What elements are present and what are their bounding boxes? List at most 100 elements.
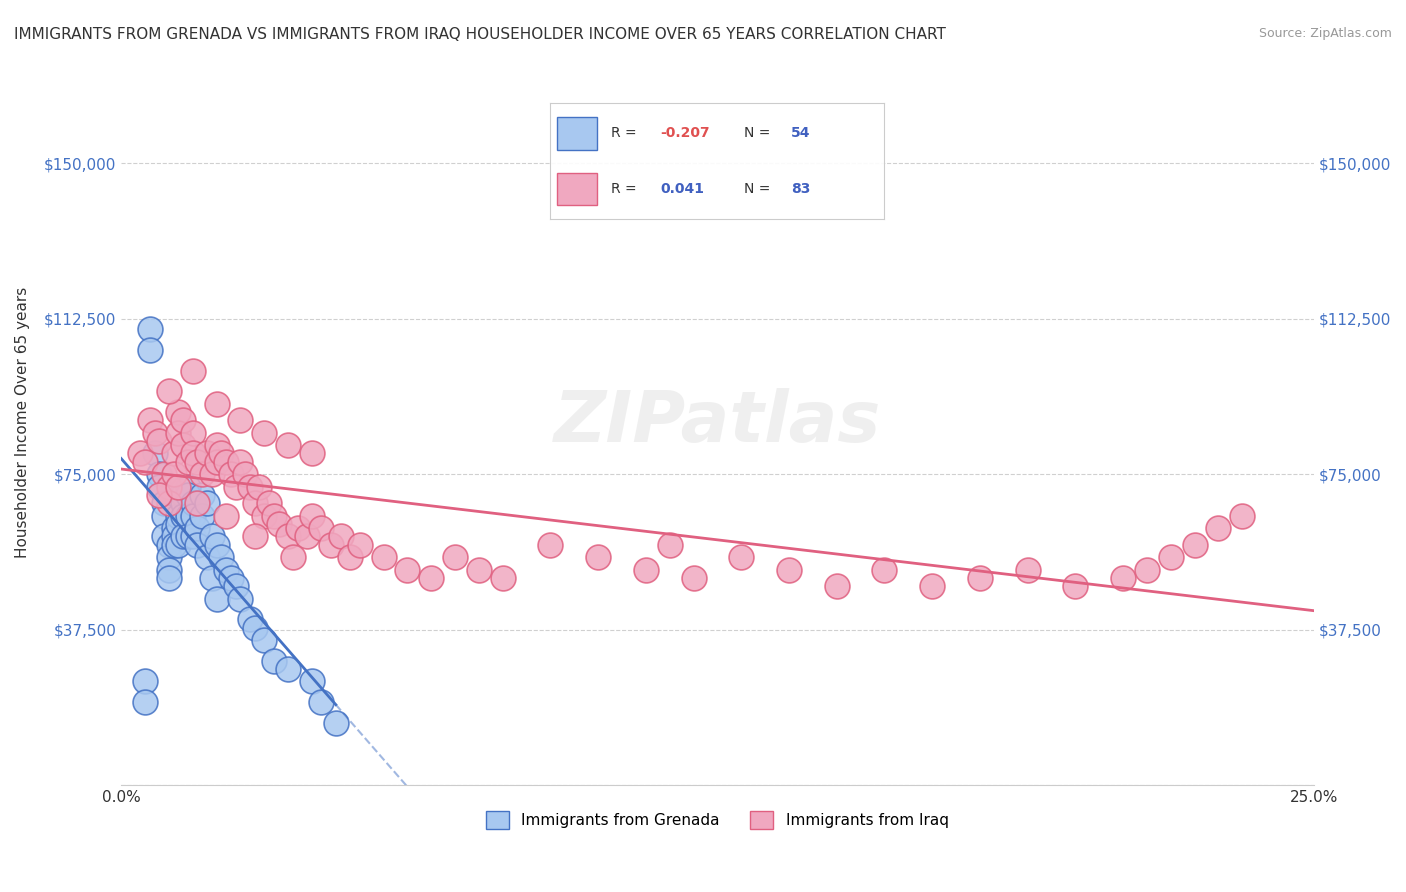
Point [153, 508, 176, 523]
Point [267, 516, 290, 531]
Point [239, 480, 262, 494]
Point [134, 674, 156, 689]
Point [263, 508, 285, 523]
Point [225, 480, 247, 494]
Point [143, 425, 166, 440]
Point [1160, 550, 1182, 565]
Point [181, 446, 204, 460]
Point [277, 529, 299, 543]
Point [209, 446, 232, 460]
Point [157, 550, 180, 565]
Point [253, 632, 276, 647]
Point [778, 562, 800, 576]
Point [257, 496, 280, 510]
Point [167, 480, 190, 494]
Point [153, 529, 176, 543]
Point [167, 425, 190, 440]
Point [191, 488, 214, 502]
Point [295, 529, 318, 543]
Point [921, 579, 943, 593]
Point [219, 571, 242, 585]
Point [177, 488, 200, 502]
Point [301, 446, 323, 460]
Point [301, 674, 323, 689]
Point [243, 529, 266, 543]
Text: ZIPatlas: ZIPatlas [554, 388, 882, 457]
Point [444, 550, 467, 565]
Point [148, 488, 170, 502]
Point [325, 715, 347, 730]
Point [1208, 521, 1230, 535]
Point [167, 508, 190, 523]
Point [162, 538, 184, 552]
Point [634, 562, 657, 576]
Point [129, 446, 152, 460]
Point [148, 480, 170, 494]
Point [186, 521, 208, 535]
Point [157, 562, 180, 576]
Point [209, 550, 232, 565]
Point [157, 384, 180, 399]
Point [396, 562, 419, 576]
Point [287, 521, 309, 535]
Point [157, 538, 180, 552]
Point [219, 467, 242, 482]
Point [1184, 538, 1206, 552]
Point [1136, 562, 1159, 576]
Point [229, 591, 252, 606]
Point [233, 467, 256, 482]
Point [586, 550, 609, 565]
Point [229, 455, 252, 469]
Point [157, 571, 180, 585]
Point [201, 571, 224, 585]
Point [162, 521, 184, 535]
Point [177, 508, 200, 523]
Point [195, 496, 218, 510]
Point [205, 438, 228, 452]
Point [492, 571, 515, 585]
Point [186, 538, 208, 552]
Point [177, 529, 200, 543]
Point [162, 529, 184, 543]
Point [468, 562, 491, 576]
Point [281, 550, 304, 565]
Point [969, 571, 991, 585]
Point [172, 508, 194, 523]
Point [167, 405, 190, 419]
Point [148, 467, 170, 482]
Point [225, 579, 247, 593]
Point [172, 496, 194, 510]
Text: IMMIGRANTS FROM GRENADA VS IMMIGRANTS FROM IRAQ HOUSEHOLDER INCOME OVER 65 YEARS: IMMIGRANTS FROM GRENADA VS IMMIGRANTS FR… [14, 27, 946, 42]
Point [201, 529, 224, 543]
Point [181, 496, 204, 510]
Point [177, 455, 200, 469]
Point [181, 363, 204, 377]
Point [1232, 508, 1254, 523]
Point [181, 529, 204, 543]
Point [205, 538, 228, 552]
Point [277, 438, 299, 452]
Point [215, 508, 238, 523]
Point [301, 508, 323, 523]
Point [263, 654, 285, 668]
Point [730, 550, 752, 565]
Point [139, 322, 162, 336]
Point [420, 571, 443, 585]
Point [201, 467, 224, 482]
Point [139, 343, 162, 357]
Point [195, 550, 218, 565]
Point [329, 529, 352, 543]
Point [191, 467, 214, 482]
Point [243, 496, 266, 510]
Point [1017, 562, 1039, 576]
Point [181, 425, 204, 440]
Point [249, 480, 271, 494]
Point [181, 508, 204, 523]
Point [540, 538, 562, 552]
Point [186, 455, 208, 469]
Point [229, 413, 252, 427]
Point [172, 488, 194, 502]
Point [277, 662, 299, 676]
Legend: Immigrants from Grenada, Immigrants from Iraq: Immigrants from Grenada, Immigrants from… [481, 805, 955, 836]
Point [191, 508, 214, 523]
